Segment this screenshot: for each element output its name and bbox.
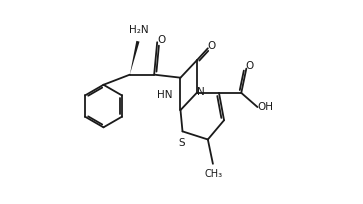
Text: N: N bbox=[197, 88, 205, 98]
Text: O: O bbox=[207, 41, 216, 51]
Text: HN: HN bbox=[156, 90, 172, 100]
Text: OH: OH bbox=[257, 102, 273, 112]
Text: H₂N: H₂N bbox=[129, 25, 149, 35]
Text: O: O bbox=[246, 61, 254, 71]
Text: CH₃: CH₃ bbox=[205, 169, 223, 178]
Polygon shape bbox=[130, 41, 139, 75]
Text: O: O bbox=[157, 35, 166, 45]
Text: S: S bbox=[178, 137, 185, 147]
